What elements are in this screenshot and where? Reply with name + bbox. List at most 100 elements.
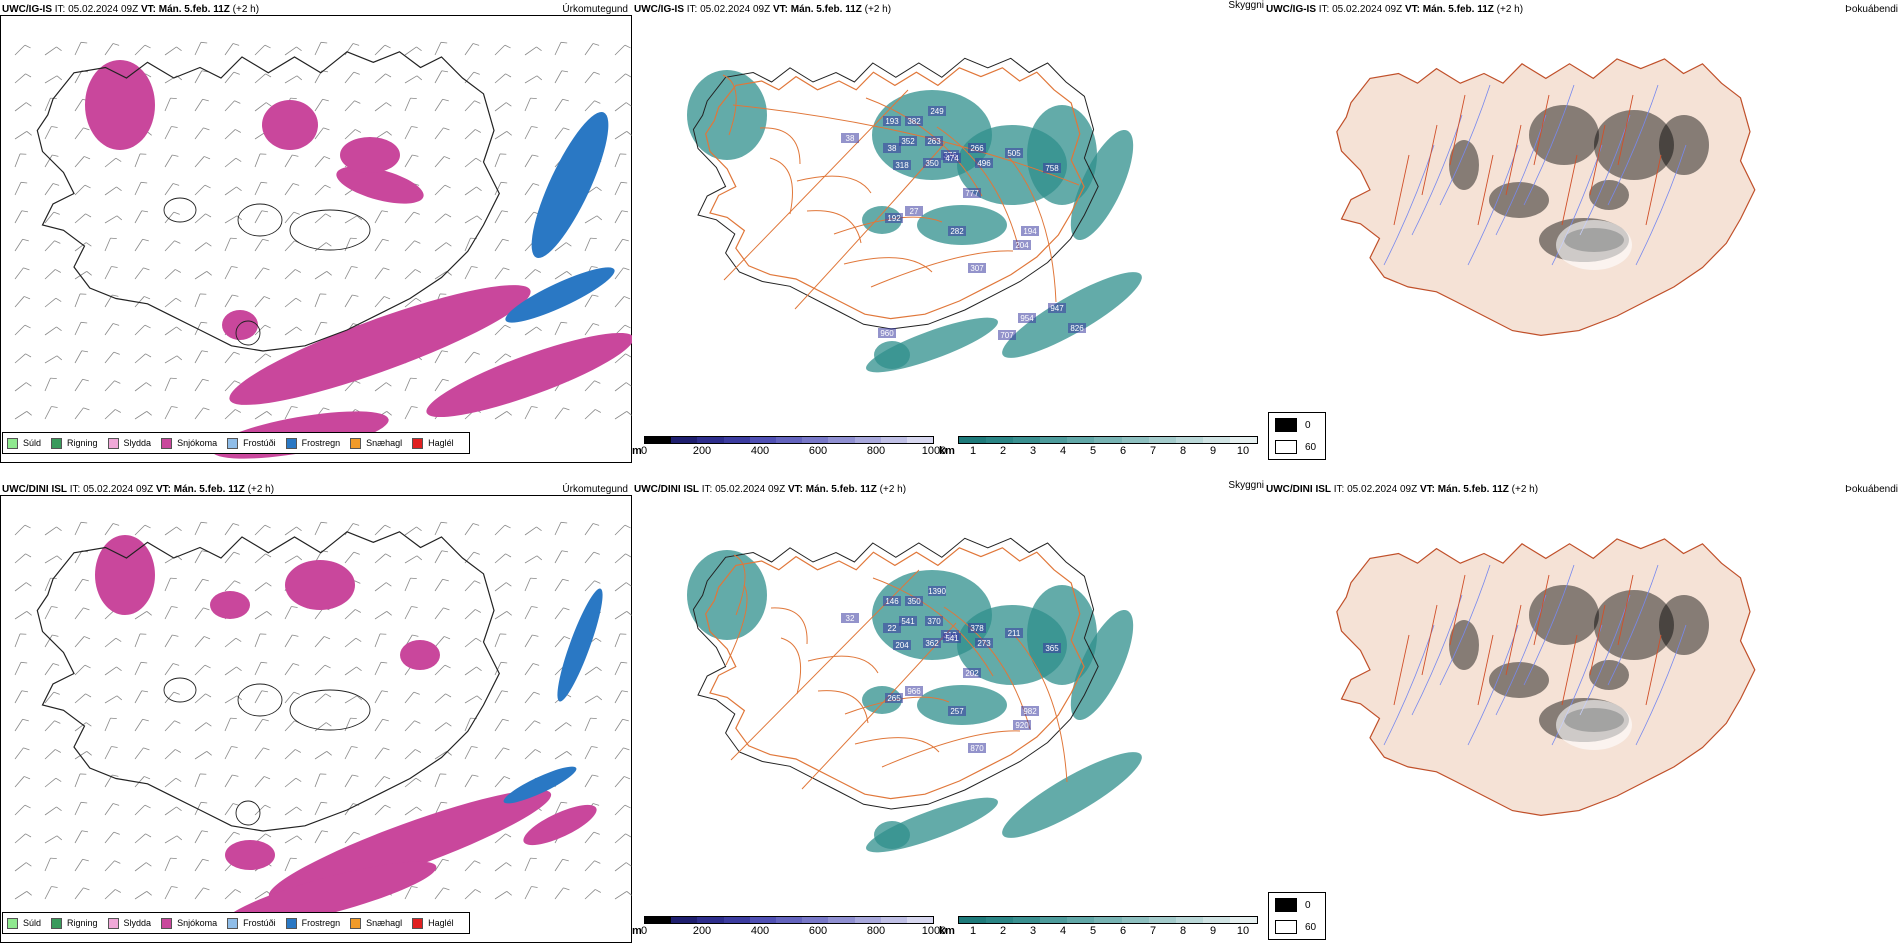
visibility-value-label: 146 xyxy=(883,596,901,606)
wind-barb xyxy=(434,242,452,252)
fog-area xyxy=(1529,585,1599,645)
legend-swatch xyxy=(107,917,119,929)
ceiling-colorbar-cell xyxy=(775,437,803,443)
glacier-outline xyxy=(235,800,261,826)
wind-barb xyxy=(614,353,632,364)
visibility-tick-label: 10 xyxy=(1236,925,1250,937)
road xyxy=(881,730,1021,768)
wind-barb xyxy=(554,407,570,420)
ceiling-tick-label: 200 xyxy=(692,445,712,457)
wind-barb xyxy=(44,183,60,196)
ceiling-colorbar-cell xyxy=(671,917,698,923)
visibility-colorbar-cell xyxy=(1040,437,1068,443)
wind-barb xyxy=(464,637,482,648)
wind-barb xyxy=(194,378,209,392)
wind-barb xyxy=(374,633,387,648)
wind-barb xyxy=(434,156,451,168)
road xyxy=(1007,155,1057,303)
wind-barb xyxy=(404,720,421,732)
wind-barb xyxy=(494,524,511,536)
visibility-tick-label: 2 xyxy=(999,445,1007,457)
wind-barb xyxy=(314,801,328,816)
wind-barb xyxy=(344,237,357,252)
wind-barb xyxy=(614,804,631,816)
visibility-colorbar-cell xyxy=(1067,437,1095,443)
wind-barb xyxy=(464,580,481,592)
wind-barb xyxy=(584,523,600,536)
svg-text:257: 257 xyxy=(950,707,964,716)
wind-barb xyxy=(584,860,601,872)
wind-barb xyxy=(344,717,357,732)
wind-barb xyxy=(614,153,627,168)
wind-barb xyxy=(614,553,632,564)
visibility-value-label: 370 xyxy=(925,616,943,626)
wind-barb xyxy=(44,154,59,168)
ceiling-tick-label: 400 xyxy=(750,445,770,457)
visibility-value-label: 870 xyxy=(968,743,986,753)
wind-barb xyxy=(524,46,542,56)
precip-legend-item: Snjókoma xyxy=(161,917,217,929)
wind-barb xyxy=(524,606,538,620)
wind-barb xyxy=(104,186,122,196)
wind-barb xyxy=(344,294,359,308)
wind-barb xyxy=(254,690,269,704)
visibility-tick-label: 7 xyxy=(1149,445,1157,457)
visibility-colorbar-cell xyxy=(1229,917,1258,923)
wind-barb xyxy=(134,833,152,844)
wind-barb xyxy=(434,693,452,704)
visibility-value-label: 707 xyxy=(998,330,1016,340)
wind-barb xyxy=(254,153,267,168)
legend-swatch xyxy=(350,917,362,929)
snow-area xyxy=(523,804,597,846)
glacier-outline xyxy=(235,320,261,346)
visibility-value-label: 826 xyxy=(1068,323,1086,333)
glacier-outline xyxy=(289,689,371,731)
wind-barb xyxy=(134,661,148,676)
visibility-colorbar-cell xyxy=(959,437,987,443)
wind-barb xyxy=(104,266,118,280)
glacier-outline xyxy=(237,683,283,717)
wind-barb xyxy=(494,267,510,280)
visibility-colorbar-cell xyxy=(1148,437,1176,443)
fog-panel: UWC/DINI ISL IT: 05.02.2024 09Z VT: Mán.… xyxy=(1264,480,1900,950)
ceiling-colorbar-cell xyxy=(854,437,881,443)
wind-barb xyxy=(164,240,181,252)
wind-barb xyxy=(374,690,389,704)
wind-barb xyxy=(134,776,151,788)
fog-index-map xyxy=(1336,538,1756,817)
wind-barb xyxy=(14,73,32,84)
fog-legend-item: 0 xyxy=(1275,898,1311,912)
wind-barb xyxy=(554,550,569,564)
road xyxy=(723,89,909,281)
visibility-value-label: 474 xyxy=(943,153,961,163)
visibility-value-label: 382 xyxy=(905,116,923,126)
visibility-value-label: 541 xyxy=(943,633,961,643)
wind-barb xyxy=(104,294,119,308)
wind-barb xyxy=(224,889,241,900)
visibility-value-label: 352 xyxy=(899,136,917,146)
svg-text:382: 382 xyxy=(907,117,921,126)
visibility-colorbar: 1 2 3 4 5 6 7 8 9 10 xyxy=(958,436,1258,460)
wind-barb xyxy=(494,238,509,252)
wind-barb xyxy=(434,378,449,392)
road xyxy=(769,157,793,215)
road xyxy=(817,690,869,724)
wind-barb xyxy=(434,98,449,112)
wind-barb xyxy=(494,690,509,704)
wind-barb xyxy=(104,43,120,56)
wind-barb xyxy=(164,183,180,196)
wind-barb xyxy=(314,664,331,676)
wind-barb xyxy=(44,326,62,336)
wind-barb xyxy=(194,693,212,704)
svg-text:362: 362 xyxy=(925,639,939,648)
precip-frame xyxy=(0,495,632,943)
legend-swatch xyxy=(161,917,173,929)
ceiling-colorbar: 0 200 400 600 800 1000 xyxy=(641,436,946,460)
wind-barb xyxy=(14,267,30,280)
precip-legend-item: Snæhagl xyxy=(350,437,402,449)
legend-swatch xyxy=(285,437,297,449)
wind-barb xyxy=(254,633,267,648)
svg-text:352: 352 xyxy=(901,137,915,146)
wind-barb xyxy=(554,41,568,56)
wind-barb xyxy=(584,551,600,564)
